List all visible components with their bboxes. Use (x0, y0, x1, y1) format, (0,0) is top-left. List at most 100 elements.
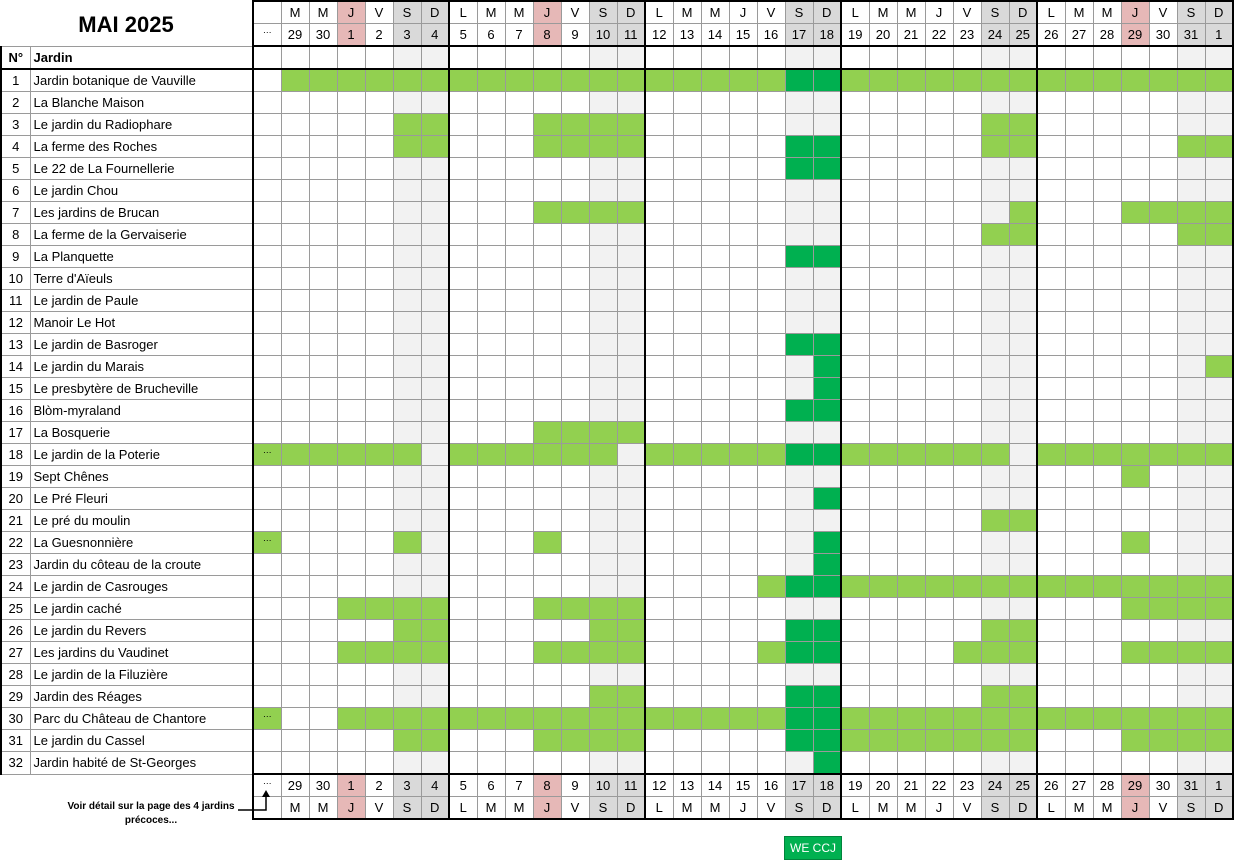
day-cell (952, 135, 982, 158)
day-cell-open (1204, 641, 1234, 664)
day-cell (1148, 333, 1178, 356)
day-cell (756, 179, 786, 202)
day-cell (476, 685, 506, 708)
day-cell (1092, 377, 1122, 400)
day-cell (616, 245, 646, 268)
day-cell (700, 597, 730, 620)
weekday-cell: M (868, 796, 898, 820)
day-cell (1064, 553, 1094, 576)
day-cell (560, 91, 590, 114)
day-cell (1092, 201, 1122, 224)
day-cell (1148, 531, 1178, 554)
day-cell-open (1176, 729, 1206, 752)
day-cell (616, 223, 646, 246)
empty-cell (364, 45, 394, 70)
day-cell-open (980, 619, 1010, 642)
day-cell-open (420, 68, 450, 92)
day-cell (896, 355, 926, 378)
day-cell (336, 333, 366, 356)
day-cell (420, 223, 450, 246)
day-cell-open (616, 201, 646, 224)
day-cell-open (672, 68, 702, 92)
day-cell (1204, 531, 1234, 554)
day-cell (448, 113, 478, 136)
day-cell (1092, 663, 1122, 686)
day-cell-open (644, 443, 674, 466)
day-cell (336, 553, 366, 576)
day-cell (532, 289, 562, 312)
day-cell-open (336, 641, 366, 664)
day-cell (392, 751, 422, 775)
day-cell (728, 663, 758, 686)
day-cell (308, 531, 338, 554)
weekday-cell: L (448, 796, 478, 820)
day-cell (700, 641, 730, 664)
day-cell (560, 751, 590, 775)
early-opening-marker (252, 201, 282, 224)
day-cell (840, 311, 870, 334)
day-cell (784, 487, 814, 510)
day-cell (392, 355, 422, 378)
day-cell (644, 311, 674, 334)
day-cell (308, 355, 338, 378)
day-cell-open (476, 68, 506, 92)
early-opening-marker (252, 619, 282, 642)
day-cell (1036, 377, 1066, 400)
day-cell (700, 157, 730, 180)
day-cell (1120, 245, 1150, 268)
day-cell (1036, 179, 1066, 202)
day-cell (728, 245, 758, 268)
weekday-cell: J (728, 796, 758, 820)
day-cell (980, 91, 1010, 114)
day-cell-open (364, 68, 394, 92)
day-cell (448, 531, 478, 554)
day-cell (420, 751, 450, 775)
garden-row: 14 Le jardin du Marais (0, 355, 1234, 378)
day-cell-open (420, 707, 450, 730)
weekday-cell: S (392, 0, 422, 24)
day-cell (280, 311, 310, 334)
empty-cell (476, 45, 506, 70)
garden-number: 11 (0, 289, 31, 312)
day-cell (1120, 553, 1150, 576)
date-cell: 29 (280, 773, 310, 797)
day-cell-open (1008, 509, 1038, 532)
day-cell (868, 91, 898, 114)
garden-number: 14 (0, 355, 31, 378)
day-cell (952, 311, 982, 334)
day-cell (700, 685, 730, 708)
day-cell (1036, 619, 1066, 642)
day-cell (308, 113, 338, 136)
day-cell-open (560, 68, 590, 92)
day-cell-open (308, 443, 338, 466)
day-cell (1120, 509, 1150, 532)
day-cell-open (308, 68, 338, 92)
day-cell (532, 465, 562, 488)
day-cell-open (728, 443, 758, 466)
day-cell-open (896, 707, 926, 730)
day-cell-open (924, 443, 954, 466)
day-cell (868, 267, 898, 290)
day-cell-open (868, 68, 898, 92)
day-cell (364, 91, 394, 114)
day-cell (1092, 509, 1122, 532)
day-cell-open (672, 707, 702, 730)
day-cell (700, 333, 730, 356)
garden-row: 31 Le jardin du Cassel (0, 729, 1234, 752)
day-cell (616, 751, 646, 775)
day-cell-open (1204, 135, 1234, 158)
weekday-cell: M (672, 0, 702, 24)
day-cell (784, 421, 814, 444)
day-cell (896, 267, 926, 290)
day-cell-open (504, 707, 534, 730)
day-cell (896, 641, 926, 664)
day-cell (924, 465, 954, 488)
day-cell (980, 201, 1010, 224)
day-cell-open (1008, 113, 1038, 136)
day-cell (1148, 91, 1178, 114)
day-cell (672, 91, 702, 114)
day-cell (448, 685, 478, 708)
day-cell (784, 465, 814, 488)
day-cell (644, 201, 674, 224)
day-cell (1176, 91, 1206, 114)
